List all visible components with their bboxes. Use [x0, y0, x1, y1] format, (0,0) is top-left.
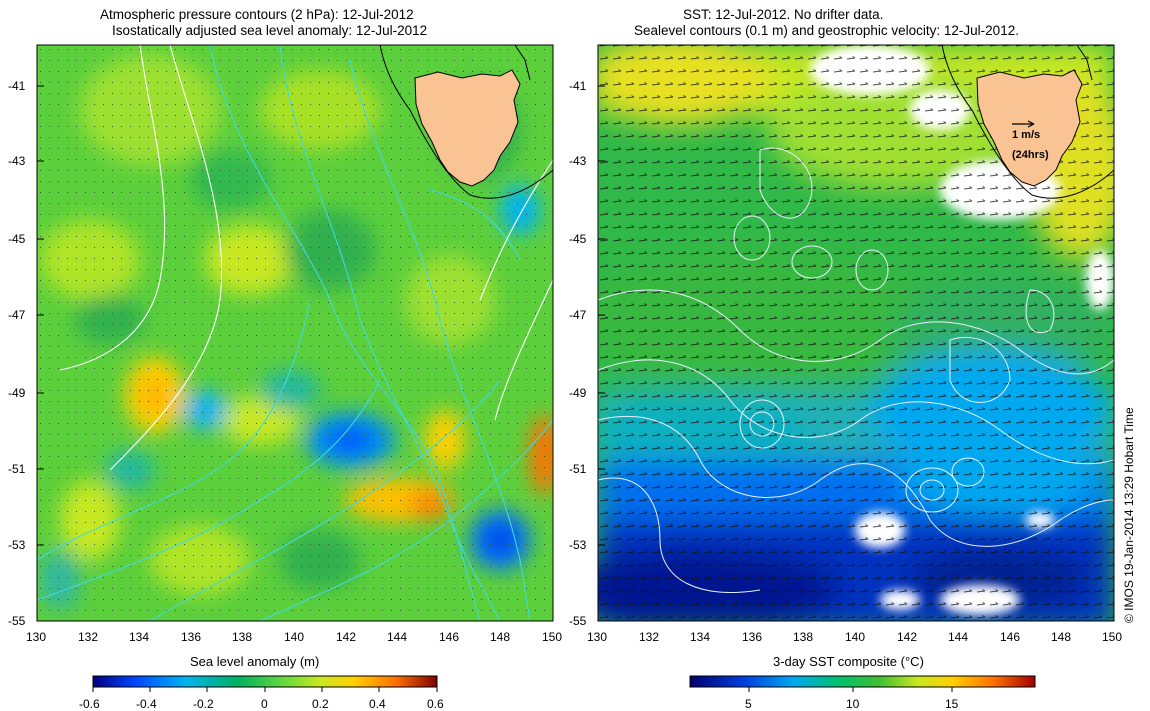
velocity-scale-sublabel: (24hrs): [1012, 149, 1049, 161]
right-lat-tick: -51: [569, 462, 587, 476]
velocity-scale-label: 1 m/s: [1012, 129, 1041, 141]
sla-colorbar-tick: 0.4: [369, 697, 386, 711]
right-lon-tick: 148: [1051, 630, 1072, 644]
axis-ticks: [37, 85, 605, 546]
left-lon-tick: 144: [387, 630, 408, 644]
left-lat-tick: -49: [8, 386, 26, 400]
left-lat-tick: -41: [8, 79, 26, 93]
left-lon-tick: 130: [26, 630, 47, 644]
velocity-scale-arrow: [1012, 120, 1035, 128]
tasmania-land-left: [379, 45, 553, 199]
left-lon-tick: 142: [336, 630, 357, 644]
left-lat-tick: -43: [8, 154, 26, 168]
right-lat-tick: -43: [569, 154, 587, 168]
left-lon-tick: 148: [490, 630, 511, 644]
sst-colorbar: [689, 675, 1036, 688]
left-lat-tick: -53: [8, 538, 26, 552]
sst-colorbar-tick: 10: [846, 697, 860, 711]
right-lat-tick: -47: [569, 308, 587, 322]
sla-colorbar-tick: -0.6: [79, 697, 100, 711]
right-lon-tick: 140: [845, 630, 866, 644]
left-lon-tick: 150: [542, 630, 563, 644]
right-lon-tick: 144: [948, 630, 969, 644]
sst-field: [598, 45, 1114, 621]
sla-colorbar: [92, 675, 438, 688]
left-lat-tick: -55: [8, 614, 26, 628]
right-lon-tick: 132: [639, 630, 660, 644]
right-lat-tick: -49: [569, 386, 587, 400]
right-lat-tick: -45: [569, 232, 587, 246]
left-lat-tick: -45: [8, 232, 26, 246]
right-lat-tick: -41: [569, 79, 587, 93]
sla-colorbar-tick: -0.4: [136, 697, 157, 711]
left-lat-tick: -47: [8, 308, 26, 322]
sst-colorbar-tick: 15: [945, 697, 959, 711]
left-title-line2: Isostatically adjusted sea level anomaly…: [112, 23, 428, 38]
right-lon-tick: 146: [1000, 630, 1021, 644]
sla-field: [37, 45, 553, 621]
sla-colorbar-tick: 0: [261, 697, 268, 711]
left-title-line1: Atmospheric pressure contours (2 hPa): 1…: [100, 7, 414, 22]
sst-colorbar-label: 3-day SST composite (°C): [773, 654, 924, 669]
left-map-frame: [36, 44, 554, 622]
sst-colorbar-tick: 5: [745, 697, 752, 711]
sla-colorbar-tick: -0.2: [193, 697, 214, 711]
right-title-line1: SST: 12-Jul-2012. No drifter data.: [683, 7, 884, 22]
tasmania-land-right: [941, 45, 1114, 199]
right-lon-tick: 138: [793, 630, 814, 644]
right-lon-tick: 150: [1102, 630, 1123, 644]
right-lon-tick: 142: [897, 630, 918, 644]
imos-credit: © IMOS 19-Jan-2014 13:29 Hobart Time: [1122, 407, 1136, 623]
left-lon-tick: 140: [284, 630, 305, 644]
left-lon-tick: 138: [232, 630, 253, 644]
left-lat-tick: -51: [8, 462, 26, 476]
right-title-line2: Sealevel contours (0.1 m) and geostrophi…: [634, 23, 1019, 38]
sla-colorbar-tick: 0.2: [312, 697, 329, 711]
right-lon-tick: 136: [742, 630, 763, 644]
left-lon-tick: 146: [439, 630, 460, 644]
left-lon-tick: 136: [181, 630, 202, 644]
sla-colorbar-label: Sea level anomaly (m): [190, 654, 320, 669]
sla-colorbar-tick: 0.6: [427, 697, 444, 711]
right-lon-tick: 134: [690, 630, 711, 644]
right-lat-tick: -53: [569, 538, 587, 552]
left-lon-tick: 134: [129, 630, 150, 644]
right-map-frame: [597, 44, 1115, 622]
right-lon-tick: 130: [587, 630, 608, 644]
left-lon-tick: 132: [78, 630, 99, 644]
right-lat-tick: -55: [569, 614, 587, 628]
